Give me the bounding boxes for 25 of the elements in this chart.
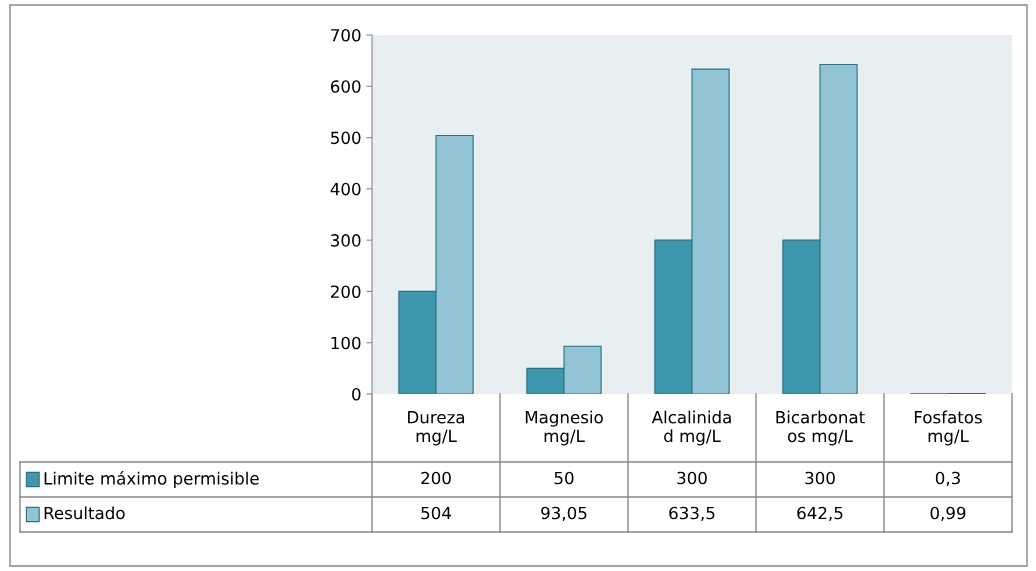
y-tick-label: 600 bbox=[330, 80, 361, 93]
data-label: 0,99 bbox=[930, 506, 966, 522]
y-tick-label: 500 bbox=[331, 131, 361, 145]
y-tick-label: 0 bbox=[352, 387, 361, 401]
legend-label: Limite máximo permisible bbox=[44, 471, 259, 488]
x-tick-label: Alcalinidad mg/L bbox=[651, 410, 731, 446]
data-label: 50 bbox=[554, 471, 574, 485]
x-tick-label: Fosfatos mg/L bbox=[914, 410, 982, 446]
x-tick-label: Magnesio mg/L bbox=[525, 410, 603, 446]
y-tick-label: 300 bbox=[331, 234, 361, 247]
data-label: 93,05 bbox=[541, 506, 587, 522]
data-label: 633,5 bbox=[669, 506, 715, 522]
data-label: 300 bbox=[805, 471, 835, 485]
data-label: 642,5 bbox=[797, 506, 843, 522]
data-label: 504 bbox=[421, 506, 451, 520]
data-label: 300 bbox=[677, 471, 707, 485]
y-tick-label: 400 bbox=[330, 182, 361, 196]
y-tick-label: 700 bbox=[331, 28, 361, 42]
x-tick-label: Dureza mg/L bbox=[408, 411, 465, 446]
legend-label: Resultado bbox=[44, 506, 125, 520]
y-tick-label: 200 bbox=[330, 285, 361, 298]
data-label: 200 bbox=[421, 471, 451, 485]
y-tick-label: 100 bbox=[331, 336, 361, 350]
data-label: 0,3 bbox=[935, 471, 960, 487]
x-tick-label: Bicarbonatos mg/L bbox=[776, 410, 865, 446]
